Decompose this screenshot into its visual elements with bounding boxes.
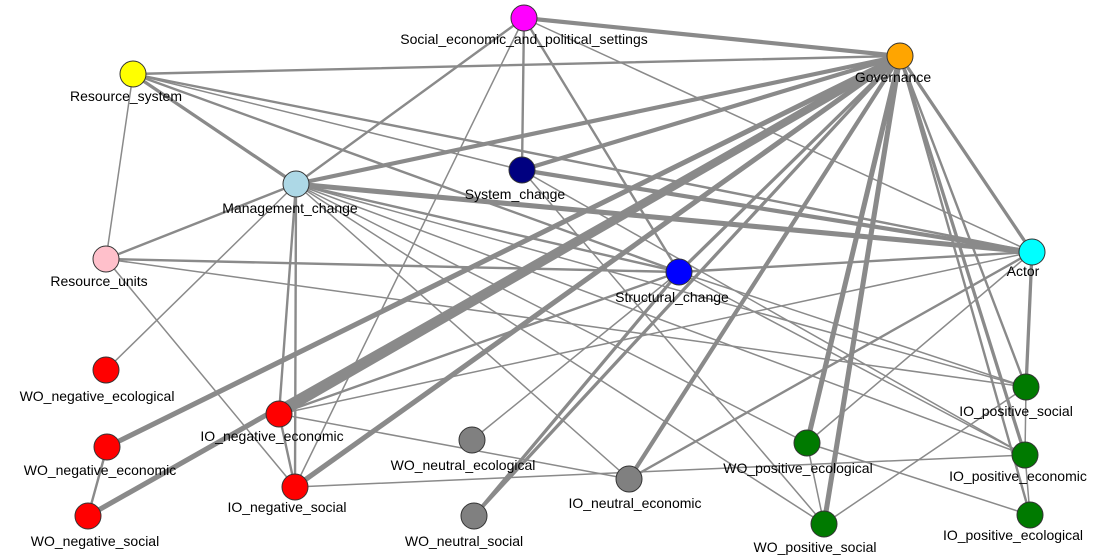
node-resource-system[interactable] [119,60,147,88]
edge-wo_pos_eco-io_pos_eco [806,442,1031,516]
node-label-wo-neg-soc: WO_negative_social [31,533,159,549]
edge-management_change-io_pos_soc [295,183,1027,388]
node-wo-pos-eco[interactable] [793,429,821,457]
edge-io_neg_soc-io_pos_econ [294,454,1026,488]
node-label-wo-pos-eco: WO_positive_ecological [723,460,872,476]
node-wo-neutral-soc[interactable] [460,502,488,530]
edge-resource_units-io_pos_soc [105,258,1027,388]
nodes-layer [74,4,1046,538]
edge-resource_units-structural_change [104,257,681,274]
node-io-pos-eco[interactable] [1016,501,1044,529]
edge-social-system_change [520,16,526,172]
edge-governance-io_pos_eco [898,54,1032,517]
edge-management_change-actor [293,181,1035,255]
node-label-io-neg-soc: IO_negative_social [227,499,346,515]
edge-resource_units-io_neg_soc [105,258,296,488]
node-label-io-neg-econ: IO_negative_economic [200,428,343,444]
edge-system_change-wo_pos_soc [521,169,825,525]
edge-social-management_change [294,16,526,186]
node-label-management-change: Management_change [222,200,358,216]
node-label-io-pos-eco: IO_positive_ecological [943,527,1083,543]
edge-management_change-resource_units [104,182,298,261]
edge-wo_pos_eco-wo_pos_soc [806,442,825,525]
edge-actor-io_neg_econ [278,251,1033,415]
edge-resource_system-governance [131,54,902,76]
node-io-neg-econ[interactable] [265,400,293,428]
edge-resource_system-management_change [131,72,298,186]
edge-resource_system-resource_units [105,73,134,260]
node-label-wo-neg-econ: WO_negative_economic [24,462,177,478]
edge-governance-wo_pos_soc [821,53,903,527]
node-label-governance: Governance [855,69,931,85]
node-label-social: Social_economic_and_political_settings [400,31,648,47]
node-system-change[interactable] [508,156,536,184]
edge-social-governance [521,15,903,59]
node-wo-neutral-eco[interactable] [458,426,486,454]
edge-governance-io_neg_soc [292,53,903,490]
edge-management_change-wo_pos_eco [295,183,808,444]
edge-management_change-governance [293,53,903,187]
node-wo-neg-econ[interactable] [93,433,121,461]
node-label-io-pos-econ: IO_positive_economic [949,468,1087,484]
edge-governance-wo_neg_soc [85,53,903,519]
node-label-resource-units: Resource_units [50,273,147,289]
node-io-neutral-econ[interactable] [615,465,643,493]
edge-governance-io_pos_soc [898,54,1028,389]
edge-structural_change-io_neg_econ [277,270,681,416]
node-label-wo-neutral-soc: WO_neutral_social [405,533,523,549]
edges-layer [85,15,1035,527]
node-management-change[interactable] [282,170,310,198]
edge-actor-structural_change [677,250,1034,274]
edge-structural_change-wo_neutral_soc [472,270,681,518]
edge-management_change-io_pos_econ [295,183,1026,456]
node-social[interactable] [510,4,538,32]
labels-layer: Social_economic_and_political_settings Go… [20,31,1087,555]
node-label-wo-pos-soc: WO_positive_social [754,539,877,555]
edge-actor-io_pos_soc [1024,250,1034,389]
node-label-resource-system: Resource_system [70,88,182,104]
node-label-actor: Actor [1007,263,1040,279]
node-label-wo-neutral-eco: WO_neutral_ecological [391,457,536,473]
node-label-io-pos-soc: IO_positive_social [959,403,1073,419]
edge-management_change-io_neg_econ [277,182,298,416]
edge-governance-wo_pos_eco [804,53,903,446]
edge-structural_change-io_pos_soc [678,271,1027,388]
node-wo-pos-soc[interactable] [810,510,838,538]
edge-system_change-io_pos_econ [521,169,1026,456]
edge-governance-actor [898,54,1034,254]
edge-io_neg_econ-io_neutral_econ [278,413,630,480]
node-io-neg-soc[interactable] [281,473,309,501]
edge-actor-wo_pos_eco [806,251,1033,444]
node-resource-units[interactable] [92,245,120,273]
node-io-pos-econ[interactable] [1011,441,1039,469]
edge-governance-wo_neg_econ [104,53,903,450]
node-wo-neg-eco[interactable] [92,356,120,384]
node-label-system-change: System_change [465,186,566,202]
node-wo-neg-soc[interactable] [74,502,102,530]
edge-structural_change-wo_neutral_eco [471,271,680,441]
node-label-wo-neg-eco: WO_negative_ecological [20,388,175,404]
node-actor[interactable] [1018,238,1046,266]
edge-io_pos_soc-wo_pos_soc [823,386,1027,525]
node-io-pos-soc[interactable] [1012,373,1040,401]
edge-governance-structural_change [677,54,902,274]
edge-governance-wo_neutral_soc [472,54,902,518]
edge-system_change-actor [519,167,1035,255]
node-label-io-neutral-econ: IO_neutral_economic [568,495,701,511]
edge-resource_system-actor [131,72,1034,254]
node-governance[interactable] [886,42,914,70]
edge-system_change-governance [519,53,903,173]
edge-management_change-io_neg_soc [293,182,298,489]
edge-structural_change-io_pos_econ [678,271,1026,456]
edge-resource_system-system_change [132,73,523,171]
node-structural-change[interactable] [665,258,693,286]
edge-wo_neg_eco-management_change [105,183,297,371]
node-label-structural-change: Structural_change [615,289,729,305]
edge-management_change-io_neutral_econ [295,183,630,480]
edge-social-io_neg_soc [294,17,525,488]
edge-social-actor [523,17,1033,253]
edge-management_change-wo_pos_soc [295,183,825,525]
